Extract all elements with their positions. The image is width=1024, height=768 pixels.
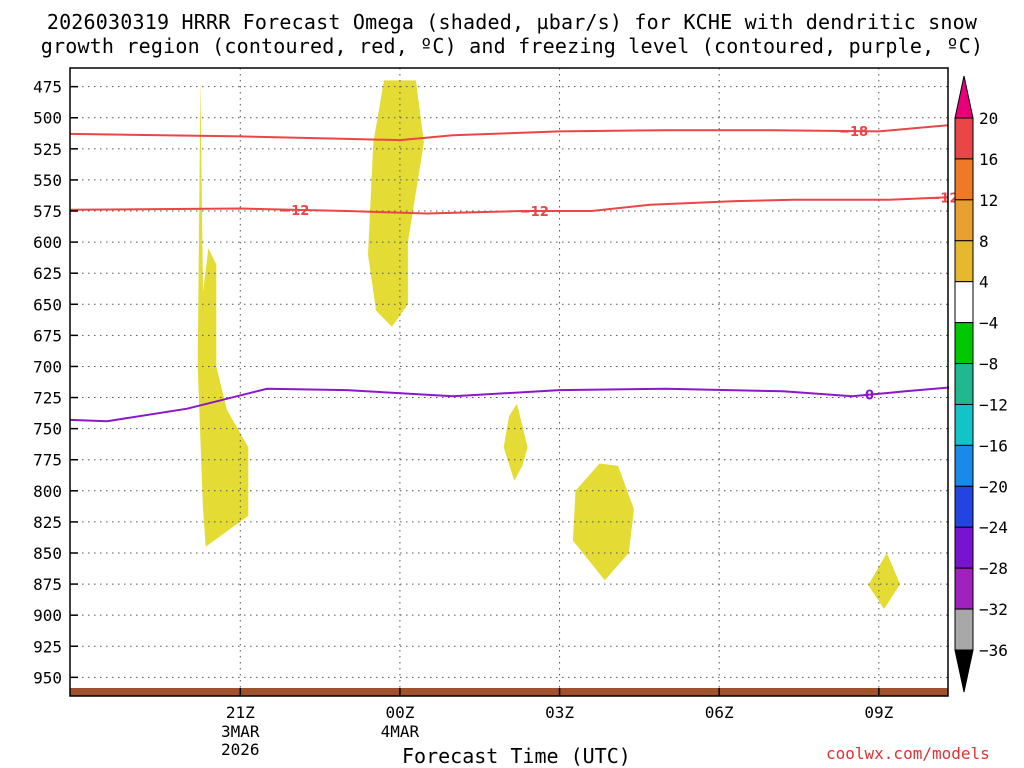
dgz-minus-12-label-1: −12: [520, 205, 549, 220]
y-tick-label-625: 625: [33, 264, 62, 283]
dgz-minus-12-label-0: −12: [280, 204, 309, 219]
omega-region-1: [197, 80, 249, 547]
dgz-minus-18-label-0: −18: [839, 125, 868, 140]
freezing-level-0-line: [69, 386, 949, 423]
credit-link[interactable]: coolwx.com/models: [826, 744, 990, 763]
contour-layer: −18 −12 −12 −12 0: [69, 124, 959, 423]
y-tick-label-750: 750: [33, 420, 62, 439]
colorbar-label-13: −36: [979, 641, 1008, 660]
x-tick-label-09Z: 09Z: [864, 703, 893, 722]
dgz-minus-18-line: [69, 124, 949, 142]
y-tick-label-775: 775: [33, 451, 62, 470]
colorbar: 20 16 12 8 4 −4 −8 −12 −16 −20 −24 −28 −32 −36: [954, 75, 1008, 693]
omega-region-3: [503, 403, 528, 481]
grid-layer: [70, 68, 948, 696]
colorbar-label-5: −4: [979, 314, 998, 333]
omega-region-5: [868, 553, 901, 609]
x-tick-sublabel-00Z: 4MAR: [381, 722, 420, 741]
y-tick-label-800: 800: [33, 482, 62, 501]
chart-title-line-2: growth region (contoured, red, ºC) and f…: [40, 34, 984, 58]
colorbar-swatch-4: [954, 281, 974, 324]
y-tick-label-675: 675: [33, 326, 62, 345]
omega-shading-layer: [197, 80, 901, 609]
dgz-minus-12-label-2: −12: [930, 191, 959, 206]
y-tick-label-850: 850: [33, 544, 62, 563]
x-tick-label-06Z: 06Z: [705, 703, 734, 722]
omega-region-2: [368, 80, 424, 327]
y-tick-label-925: 925: [33, 637, 62, 656]
colorbar-label-12: −32: [979, 600, 1008, 619]
colorbar-swatch-11: [954, 567, 974, 610]
colorbar-swatch-12: [954, 608, 974, 651]
colorbar-swatch-3: [954, 240, 974, 283]
colorbar-swatch-7: [954, 403, 974, 446]
colorbar-top-arrow: [954, 75, 974, 119]
colorbar-label-7: −12: [979, 395, 1008, 414]
x-axis: 21Z3MAR202600Z4MAR03Z06Z09Z12Z: [221, 688, 894, 759]
y-tick-label-525: 525: [33, 140, 62, 159]
x-tick-label-00Z: 00Z: [385, 703, 414, 722]
colorbar-label-4: 4: [979, 273, 989, 292]
colorbar-swatch-2: [954, 199, 974, 242]
x-axis-label: Forecast Time (UTC): [402, 744, 631, 768]
colorbar-label-9: −20: [979, 477, 1008, 496]
y-tick-label-550: 550: [33, 171, 62, 190]
colorbar-label-3: 8: [979, 232, 989, 251]
colorbar-label-2: 12: [979, 191, 998, 210]
colorbar-label-11: −28: [979, 559, 1008, 578]
colorbar-swatch-5: [954, 322, 974, 365]
x-tick-year-21Z: 2026: [221, 740, 260, 759]
colorbar-swatch-10: [954, 526, 974, 569]
colorbar-swatch-9: [954, 485, 974, 528]
y-axis: 475 500 525 550 575 600 625 650 675 700 725 750 775 8…: [33, 78, 78, 687]
y-tick-label-650: 650: [33, 295, 62, 314]
colorbar-swatch-6: [954, 363, 974, 405]
y-tick-label-575: 575: [33, 202, 62, 221]
y-tick-label-725: 725: [33, 389, 62, 408]
colorbar-swatch-1: [954, 158, 974, 201]
freezing-level-0-label-0: 0: [865, 388, 874, 403]
y-tick-label-500: 500: [33, 109, 62, 128]
y-tick-label-950: 950: [33, 668, 62, 687]
omega-region-4: [572, 463, 634, 581]
colorbar-label-10: −24: [979, 518, 1008, 537]
colorbar-label-8: −16: [979, 436, 1008, 455]
y-tick-label-475: 475: [33, 78, 62, 97]
dgz-minus-12-line: [69, 196, 949, 215]
plot-frame: [69, 67, 949, 697]
y-tick-label-700: 700: [33, 357, 62, 376]
terrain-bar: [70, 688, 948, 696]
x-tick-label-21Z: 21Z: [226, 703, 255, 722]
y-tick-label-600: 600: [33, 233, 62, 252]
colorbar-label-0: 20: [979, 109, 998, 128]
colorbar-label-1: 16: [979, 150, 998, 169]
colorbar-swatch-0: [954, 117, 974, 160]
colorbar-label-6: −8: [979, 355, 998, 374]
x-tick-label-03Z: 03Z: [545, 703, 574, 722]
chart-title-line-1: 2026030319 HRRR Forecast Omega (shaded, …: [46, 10, 978, 34]
x-tick-sublabel-21Z: 3MAR: [221, 722, 260, 741]
y-tick-label-825: 825: [33, 513, 62, 532]
colorbar-swatch-8: [954, 444, 974, 487]
colorbar-bottom-arrow: [954, 649, 974, 693]
y-tick-label-900: 900: [33, 606, 62, 625]
y-tick-label-875: 875: [33, 575, 62, 594]
